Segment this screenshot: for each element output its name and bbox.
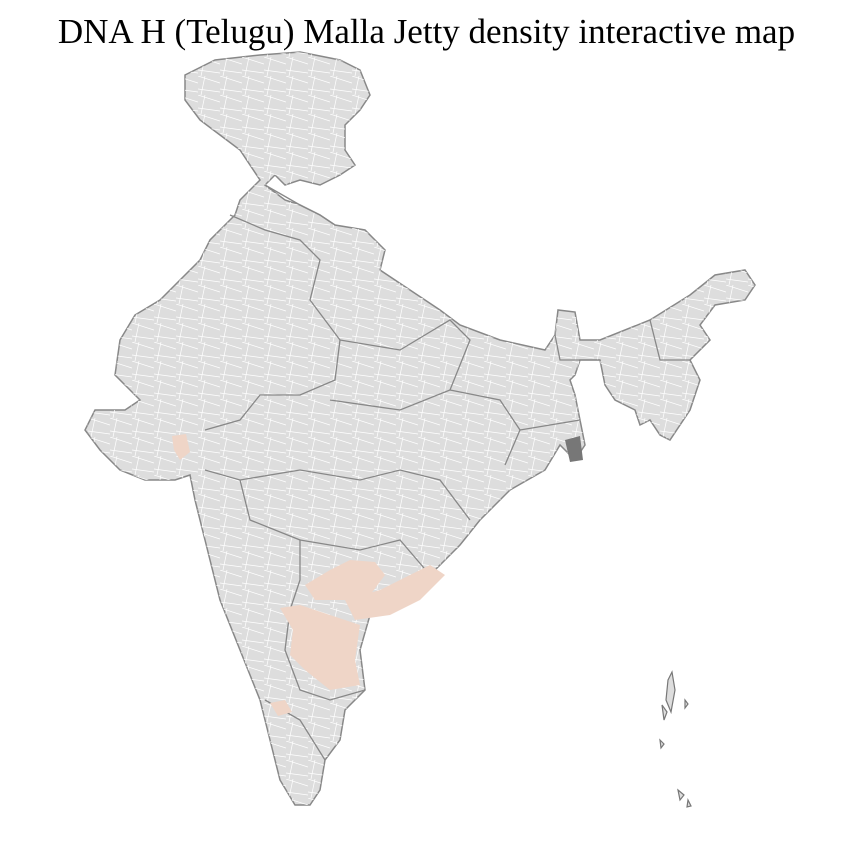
highlight-rayalaseema[interactable] <box>280 605 360 690</box>
highlight-telangana[interactable] <box>305 560 385 600</box>
district-boundaries <box>85 52 755 805</box>
sundarbans-delta <box>565 436 583 462</box>
highlight-karnataka[interactable] <box>270 700 292 716</box>
density-highlights <box>172 434 445 716</box>
map-title: DNA H (Telugu) Malla Jetty density inter… <box>57 12 796 51</box>
state-boundaries <box>204 184 690 761</box>
highlight-coastal-andhra[interactable] <box>345 565 445 620</box>
highlight-gujarat[interactable] <box>172 434 190 460</box>
andaman-nicobar-islands[interactable] <box>659 670 692 808</box>
